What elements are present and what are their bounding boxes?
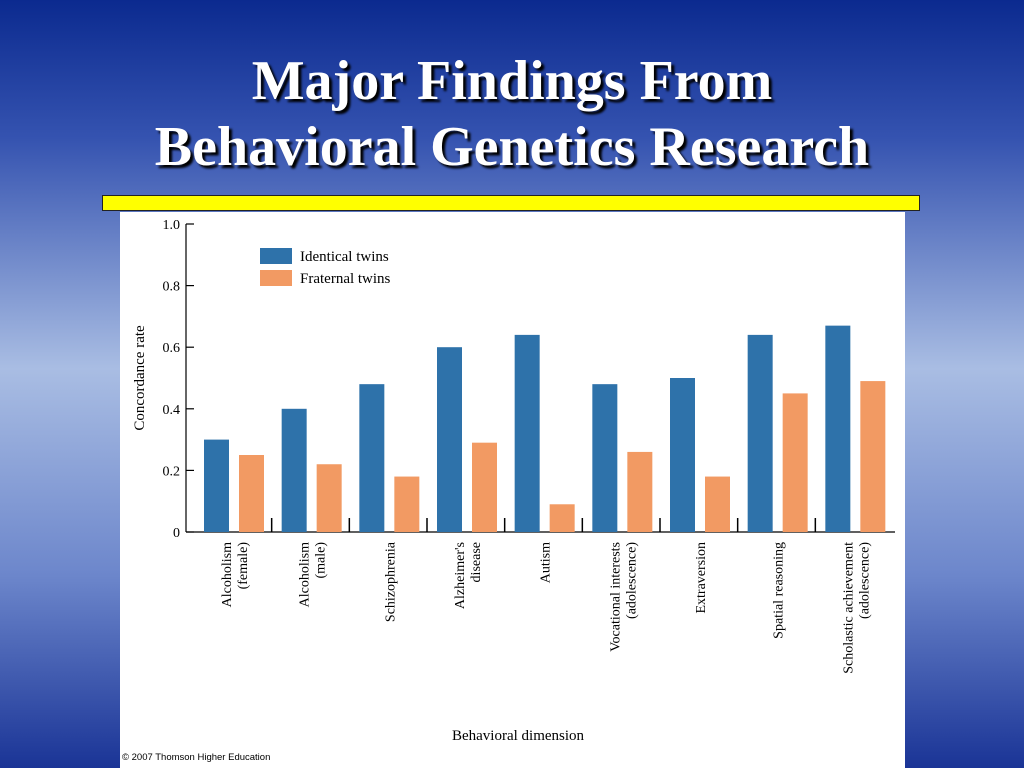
x-axis-title: Behavioral dimension (452, 728, 585, 742)
x-category-label: Extraversion (694, 542, 709, 614)
y-tick-label: 0.8 (163, 280, 181, 295)
y-axis-title: Concordance rate (132, 325, 148, 431)
copyright-credit: © 2007 Thomson Higher Education (122, 752, 271, 763)
bar-fraternal (860, 381, 886, 532)
legend-swatch (260, 270, 292, 286)
x-category-label: (male) (314, 542, 329, 579)
y-tick-label: 0.4 (163, 403, 181, 418)
bar-identical (825, 325, 851, 532)
legend-swatch (260, 248, 292, 264)
y-tick-label: 1.0 (163, 218, 181, 233)
y-tick-label: 0 (173, 526, 180, 541)
bar-identical (592, 384, 618, 532)
x-category-label: Alcoholism (298, 542, 313, 607)
bar-fraternal (316, 464, 342, 532)
concordance-bar-chart: 0 0.2 0.4 0.6 0.8 1.0 Concordance rate Alcoholi… (132, 218, 895, 742)
bar-fraternal (782, 393, 808, 532)
x-category-label: (female) (236, 542, 251, 590)
x-category-label: Spatial reasoning (772, 542, 787, 639)
legend-label: Fraternal twins (300, 271, 391, 287)
x-category-label: Alzheimer's (453, 542, 468, 609)
bar-identical (359, 384, 385, 532)
bar-identical (514, 334, 540, 532)
legend-label: Identical twins (300, 249, 389, 265)
bar-fraternal (549, 504, 575, 532)
y-tick-label: 0.6 (163, 341, 181, 356)
x-category-label: Alcoholism (220, 542, 235, 607)
x-category-label: disease (469, 542, 484, 582)
bar-identical (437, 347, 462, 532)
bar-identical (281, 408, 307, 532)
bar-identical (747, 334, 773, 532)
x-category-label: (adolescence) (624, 542, 639, 619)
title-underline-bar (102, 195, 920, 211)
slide-title-line-2: Behavioral Genetics Research (154, 116, 870, 178)
x-category-label: Scholastic achievement (841, 542, 856, 674)
slide-title: Major Findings From Behavioral Genetics … (0, 48, 1024, 180)
bar-identical (204, 439, 229, 532)
x-category-label: Vocational interests (608, 542, 623, 652)
bar-fraternal (705, 476, 730, 532)
x-category-label: (adolescence) (857, 542, 872, 619)
bar-fraternal (239, 455, 264, 532)
bar-fraternal (627, 451, 653, 532)
bar-fraternal (472, 442, 497, 532)
chart-figure: 0 0.2 0.4 0.6 0.8 1.0 Concordance rate Alcoholi… (120, 212, 905, 768)
x-category-label: Schizophrenia (383, 541, 398, 622)
x-category-label: Autism (539, 542, 554, 583)
bar-fraternal (394, 476, 420, 532)
y-tick-label: 0.2 (163, 464, 181, 479)
bar-identical (670, 378, 695, 532)
slide-title-line-1: Major Findings From (251, 50, 773, 112)
